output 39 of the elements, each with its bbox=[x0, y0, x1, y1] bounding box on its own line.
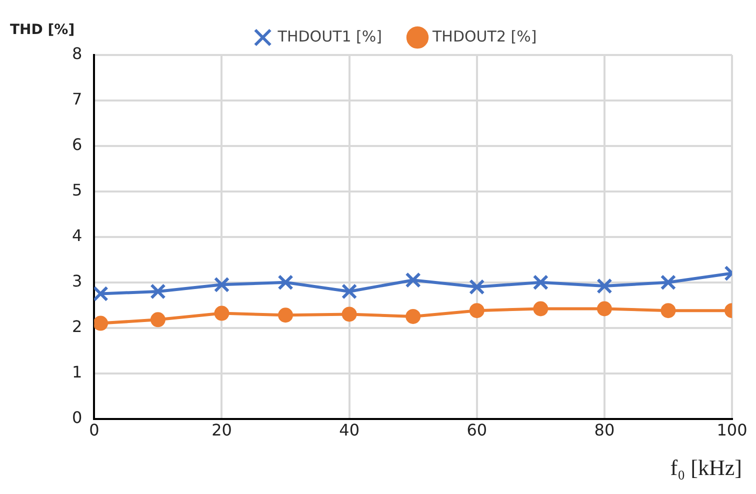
y-tick-label: 8 bbox=[72, 44, 82, 64]
point bbox=[596, 278, 612, 294]
legend-label: THDOUT2 [%] bbox=[432, 27, 537, 46]
y-tick-label: 0 bbox=[72, 408, 82, 427]
point bbox=[533, 301, 548, 316]
x-tick-label: 40 bbox=[339, 420, 360, 440]
point bbox=[405, 272, 421, 288]
point bbox=[150, 312, 166, 328]
point bbox=[596, 301, 612, 316]
point bbox=[214, 276, 230, 293]
point bbox=[342, 306, 357, 322]
y-tick-label: 5 bbox=[72, 180, 82, 200]
y-tick-label: 2 bbox=[72, 317, 82, 336]
x-tick-label: 0 bbox=[89, 420, 100, 440]
point bbox=[469, 279, 485, 295]
y-tick-label: 3 bbox=[72, 272, 82, 291]
x-tick-label: 60 bbox=[466, 420, 488, 440]
point bbox=[94, 286, 108, 302]
x-tick-label: 20 bbox=[212, 420, 232, 440]
y-tick-label: 7 bbox=[72, 90, 82, 109]
x-tick-label: 100 bbox=[716, 420, 748, 440]
point bbox=[150, 284, 166, 300]
legend-label: THDOUT1 [%] bbox=[276, 27, 382, 46]
point bbox=[660, 274, 676, 290]
point bbox=[341, 284, 358, 300]
point bbox=[94, 316, 108, 331]
point bbox=[214, 306, 230, 321]
y-tick-label: 1 bbox=[72, 362, 82, 382]
point bbox=[406, 308, 421, 324]
point bbox=[278, 274, 294, 290]
x-tick-label: 80 bbox=[594, 420, 615, 440]
point bbox=[532, 274, 549, 290]
point bbox=[278, 308, 294, 323]
y-tick-label: 6 bbox=[72, 135, 82, 154]
point bbox=[660, 303, 676, 318]
y-tick-label: 4 bbox=[72, 226, 82, 246]
point bbox=[469, 303, 484, 318]
y-axis-title: THD [%] bbox=[10, 22, 75, 38]
x-axis-title: f₀ [kHz] bbox=[670, 455, 742, 481]
